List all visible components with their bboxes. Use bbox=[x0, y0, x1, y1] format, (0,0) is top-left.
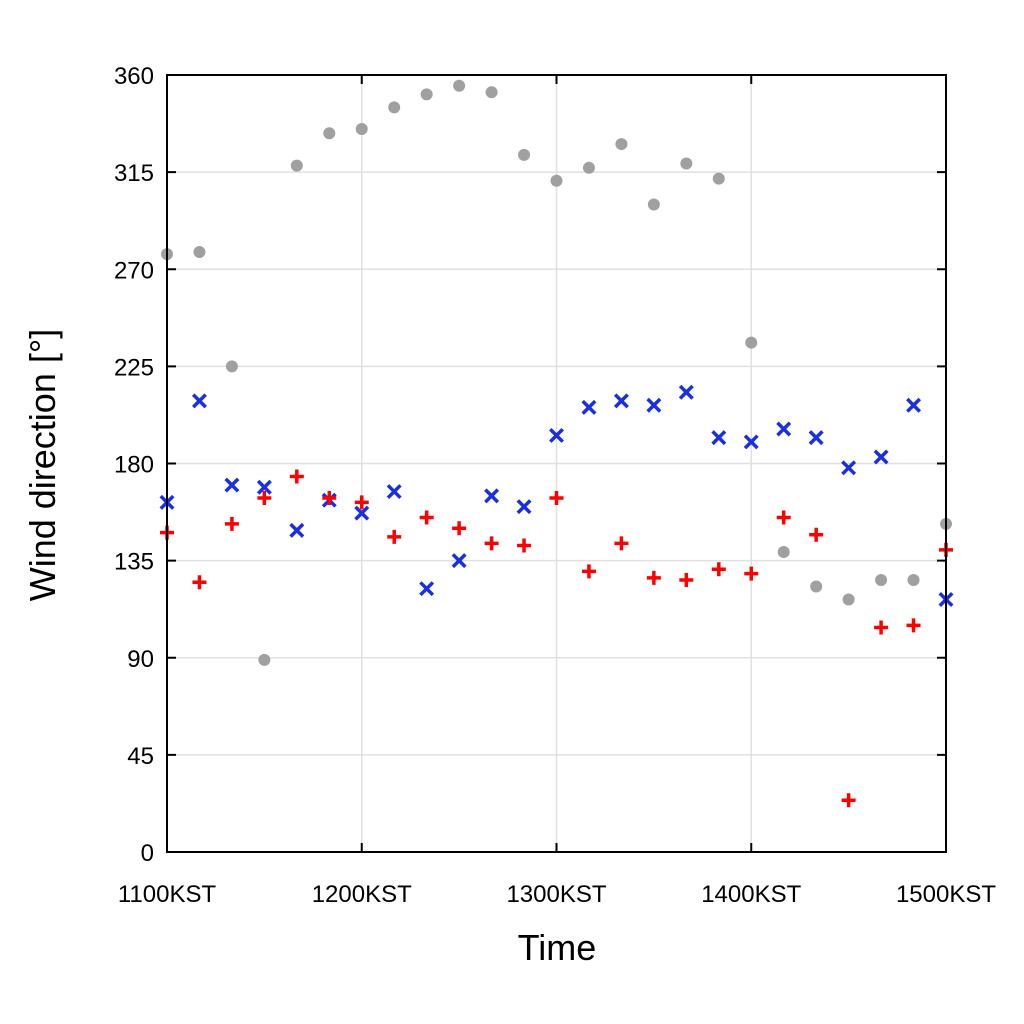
data-point bbox=[322, 491, 337, 506]
x-axis-title: Time bbox=[518, 927, 597, 968]
y-tick-label: 180 bbox=[114, 452, 154, 479]
series-2 bbox=[159, 384, 954, 607]
y-tick-label: 45 bbox=[127, 743, 154, 770]
y-tick-label: 270 bbox=[114, 257, 154, 284]
data-point bbox=[712, 172, 725, 185]
data-point bbox=[485, 86, 498, 99]
data-point bbox=[581, 399, 597, 415]
data-point bbox=[581, 564, 596, 579]
data-point bbox=[744, 566, 759, 581]
y-tick-label: 0 bbox=[141, 840, 154, 867]
data-point bbox=[680, 157, 693, 170]
data-point bbox=[420, 88, 433, 101]
data-point bbox=[906, 397, 922, 413]
y-tick-label: 135 bbox=[114, 549, 154, 576]
data-point bbox=[549, 491, 564, 506]
data-point bbox=[810, 580, 823, 593]
data-point bbox=[290, 159, 303, 172]
data-point bbox=[679, 573, 694, 588]
y-tick-label: 225 bbox=[114, 354, 154, 381]
data-point bbox=[387, 529, 402, 544]
data-point bbox=[354, 495, 369, 510]
data-point bbox=[841, 793, 856, 808]
x-tick-label: 1300KST bbox=[506, 881, 606, 908]
x-tick-label: 1200KST bbox=[312, 881, 412, 908]
data-point bbox=[224, 516, 239, 531]
data-point bbox=[258, 653, 271, 666]
data-point bbox=[419, 581, 435, 597]
x-tick-label: 1500KST bbox=[896, 881, 996, 908]
data-point bbox=[323, 127, 336, 140]
data-point bbox=[518, 148, 531, 161]
data-point bbox=[550, 174, 563, 187]
data-point bbox=[256, 479, 272, 495]
data-point bbox=[842, 593, 855, 606]
data-point bbox=[711, 562, 726, 577]
data-point bbox=[841, 460, 857, 476]
data-point bbox=[453, 79, 466, 92]
data-point bbox=[484, 488, 500, 504]
series-1 bbox=[161, 79, 952, 666]
data-point bbox=[776, 421, 792, 437]
data-point bbox=[386, 484, 402, 500]
data-point bbox=[355, 122, 368, 135]
data-point bbox=[711, 430, 727, 446]
data-point bbox=[289, 469, 304, 484]
data-point bbox=[582, 161, 595, 174]
y-tick-label: 90 bbox=[127, 646, 154, 673]
data-point bbox=[257, 491, 272, 506]
data-point bbox=[678, 384, 694, 400]
data-point bbox=[388, 101, 401, 114]
data-point bbox=[873, 449, 889, 465]
data-point bbox=[647, 198, 660, 211]
data-point bbox=[776, 510, 791, 525]
y-axis-title: Wind direction [°] bbox=[22, 329, 63, 602]
data-point bbox=[225, 360, 238, 373]
data-point bbox=[191, 393, 207, 409]
data-point bbox=[549, 427, 564, 443]
data-point bbox=[484, 536, 499, 551]
data-point bbox=[451, 553, 467, 569]
data-point bbox=[613, 393, 629, 409]
data-point bbox=[874, 620, 889, 635]
data-point bbox=[743, 434, 759, 450]
data-point bbox=[646, 397, 662, 413]
x-tick-label: 1400KST bbox=[701, 881, 801, 908]
data-point bbox=[777, 545, 790, 558]
data-point bbox=[516, 499, 532, 515]
y-tick-label: 315 bbox=[114, 160, 154, 187]
data-point bbox=[809, 527, 824, 542]
y-tick-label: 360 bbox=[114, 63, 154, 90]
data-point bbox=[745, 336, 758, 349]
data-point bbox=[354, 505, 370, 521]
data-point bbox=[615, 138, 628, 151]
data-point bbox=[419, 510, 434, 525]
x-tick-label: 1100KST bbox=[118, 881, 217, 908]
data-point bbox=[192, 575, 207, 590]
data-point bbox=[614, 536, 629, 551]
data-point bbox=[193, 245, 206, 258]
data-points bbox=[159, 79, 954, 808]
data-point bbox=[289, 522, 305, 538]
axis-ticks: 0 45 90 135 180 225 270 315 360 1100KST 1200KST 130… bbox=[114, 63, 996, 908]
data-point bbox=[906, 618, 921, 633]
data-point bbox=[907, 574, 920, 587]
data-point bbox=[875, 574, 888, 587]
data-point bbox=[808, 430, 824, 446]
data-point bbox=[224, 477, 240, 493]
data-point bbox=[517, 538, 532, 553]
grid-lines bbox=[167, 75, 946, 852]
data-point bbox=[452, 521, 467, 536]
data-point bbox=[646, 570, 661, 585]
